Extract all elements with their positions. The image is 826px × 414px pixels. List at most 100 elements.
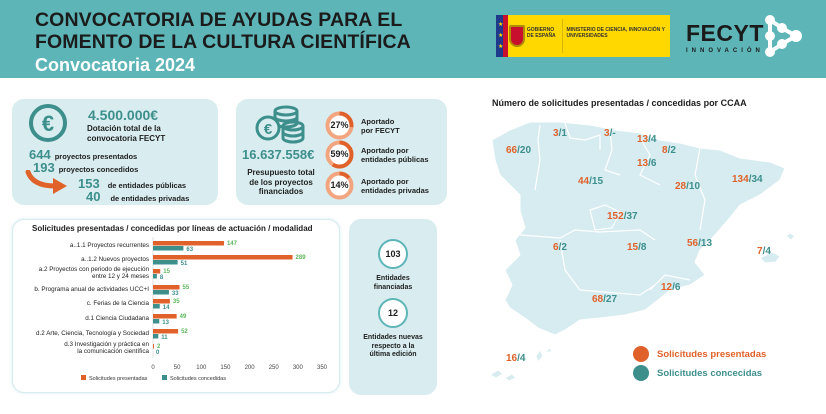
coat-of-arms-icon	[508, 15, 527, 57]
bar-presented	[153, 285, 180, 290]
region-presented: 8	[662, 145, 668, 156]
data-label-concedidas: 11	[161, 335, 168, 341]
new-entities-count: 12	[378, 298, 408, 328]
coins-icon: €	[255, 105, 305, 144]
region-presented: 44	[578, 176, 590, 187]
region-label: 44/15	[578, 176, 603, 187]
ring-percent: 59%	[330, 149, 349, 159]
category-label: c. Ferias de la Ciencia	[87, 300, 150, 307]
region-presented: 15	[627, 242, 639, 253]
region-granted: /34	[748, 174, 763, 185]
region-presented: 13	[637, 134, 649, 145]
region-presented: 134	[732, 174, 749, 185]
region-granted: /4	[517, 353, 526, 364]
eu-flag-strip: ★ ★ ★	[496, 15, 503, 57]
x-tick-label: 150	[220, 365, 231, 371]
category-label: entre 12 y 24 meses	[92, 273, 149, 280]
region-presented: 16	[506, 353, 518, 364]
euro-circle-icon: €	[29, 104, 67, 142]
ring-label: Aportado por entidades privadas	[361, 177, 429, 195]
data-label-concedidas: 33	[172, 291, 179, 297]
bar-concedidas	[153, 260, 178, 265]
data-label-presented: 147	[227, 241, 238, 247]
region-label: 3/-	[604, 128, 616, 139]
region-presented: 7	[757, 246, 763, 257]
region-label: 13/6	[637, 158, 656, 169]
bar-presented	[153, 255, 293, 260]
ring-percent: 27%	[330, 120, 349, 130]
bar-concedidas	[153, 334, 159, 339]
x-tick-label: 50	[174, 365, 181, 371]
header-banner: CONVOCATORIA DE AYUDAS PARA EL FOMENTO D…	[0, 0, 826, 78]
ring-percent: 14%	[330, 180, 349, 190]
bar-presented	[153, 269, 161, 274]
ring-label-line: entidades públicas	[361, 155, 429, 164]
label-line: última edición	[369, 351, 417, 358]
label-line: Entidades nuevas	[363, 334, 423, 341]
region-presented: 12	[661, 282, 673, 293]
data-label-presented: 55	[183, 285, 190, 291]
bar-presented	[153, 329, 179, 334]
map-title: Número de solicitudes presentadas / conc…	[492, 98, 747, 108]
donut-ring-icon	[325, 111, 354, 140]
page-subtitle: Convocatoria 2024	[35, 55, 196, 75]
private-label: de entidades privadas	[110, 194, 190, 203]
region-label: 15/8	[627, 242, 646, 253]
spain-flag-strip	[503, 15, 508, 57]
x-tick-label: 300	[293, 365, 304, 371]
map-legend-granted: Solicitudes concecidas	[633, 365, 762, 381]
total-budget-label: Presupuesto total de los proyectos finan…	[247, 168, 315, 196]
legend-swatch-concedidas	[162, 375, 167, 380]
ring-label-line: Aportado por	[361, 177, 409, 186]
region-granted: /27	[603, 294, 618, 305]
bar-presented	[153, 299, 170, 304]
region-presented: 6	[553, 242, 559, 253]
legend-label: Solicitudes presentadas	[657, 348, 767, 360]
region-label: 66/20	[506, 145, 531, 156]
region-label: 16/4	[506, 353, 525, 364]
category-label: a..1.2 Nuevos proyectos	[81, 256, 149, 263]
data-label-concedidas: 0	[156, 350, 160, 356]
region-label: 28/10	[675, 181, 700, 192]
title-line-1: CONVOCATORIA DE AYUDAS PARA EL	[35, 9, 403, 31]
map-canarias	[488, 347, 553, 382]
gov-logo-text: GOBIERNO DE ESPAÑA	[526, 27, 556, 39]
granted-count: 193	[33, 160, 55, 175]
region-presented: 152	[607, 211, 624, 222]
bar-presented	[153, 314, 177, 319]
map-region-borders	[519, 122, 706, 296]
presented-label: proyectos presentados	[54, 152, 138, 161]
private-count: 40	[86, 189, 101, 204]
bar-concedidas	[153, 274, 157, 279]
region-presented: 68	[592, 294, 604, 305]
region-granted: /20	[517, 145, 532, 156]
region-granted: /37	[623, 211, 638, 222]
region-presented: 66	[506, 145, 518, 156]
region-label: 3/1	[553, 128, 567, 139]
category-label: a..1.1 Proyectos recurrentes	[70, 242, 149, 249]
funded-entities-count: 103	[378, 239, 408, 269]
granted-stat: 193 proyectos concedidos	[33, 160, 138, 175]
legend-swatch-presented	[81, 375, 86, 380]
region-granted: /6	[672, 282, 681, 293]
region-label: 56/13	[687, 238, 712, 249]
bar-concedidas	[153, 304, 160, 309]
legend-label-presented: Solicitudes presentadas	[89, 376, 148, 382]
category-label: d.1 Ciencia Ciudadana	[85, 315, 149, 322]
map-baleares-2	[785, 232, 796, 241]
ministry-text: MINISTERIO DE CIENCIA, INNOVACIÓN Y UNIV…	[566, 27, 665, 39]
page-title: CONVOCATORIA DE AYUDAS PARA EL FOMENTO D…	[35, 9, 411, 53]
ring-label: Aportado por entidades públicas	[361, 146, 429, 164]
new-entities-label: Entidades nuevas respecto a la última ed…	[349, 334, 437, 360]
region-granted: /8	[638, 242, 647, 253]
fecyt-molecule-icon	[765, 15, 802, 57]
region-granted: /-	[609, 128, 616, 139]
region-label: 68/27	[592, 294, 617, 305]
x-tick-label: 350	[317, 365, 328, 371]
region-granted: /10	[686, 181, 701, 192]
region-presented: 3	[553, 128, 559, 139]
bar-concedidas	[153, 319, 160, 324]
region-granted: /2	[558, 242, 567, 253]
